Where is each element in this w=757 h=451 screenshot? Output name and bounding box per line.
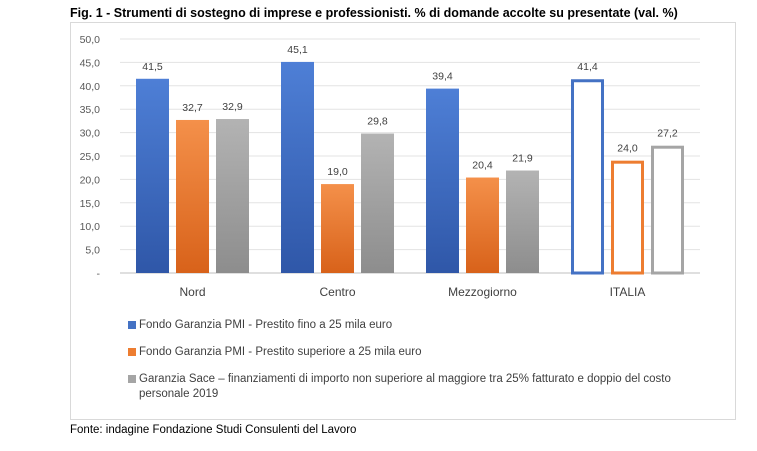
x-tick-label: Mezzogiorno	[448, 285, 517, 299]
legend-item-fondo-superiore-25: Fondo Garanzia PMI - Prestito superiore …	[128, 345, 718, 360]
legend-swatch-gray	[128, 375, 136, 383]
y-tick-label: 5,0	[85, 245, 100, 257]
bar-chart: - 5,0 10,0 15,0 20,0 25,0 30,0 35,0 40,0 45,0 50,0…	[80, 34, 700, 299]
bar-outline	[651, 145, 684, 275]
legend-label: Fondo Garanzia PMI - Prestito superiore …	[139, 346, 422, 358]
y-axis-ticks: - 5,0 10,0 15,0 20,0 25,0 30,0 35,0 40,0 45,0 50,0	[80, 34, 101, 280]
y-tick-label: 25,0	[80, 151, 101, 163]
data-label: 39,4	[432, 71, 453, 83]
legend-label: Garanzia Sace – finanziamenti di importo…	[139, 373, 671, 400]
source-note: Fonte: indagine Fondazione Studi Consule…	[70, 424, 357, 436]
bar	[136, 78, 169, 273]
data-label: 24,0	[617, 143, 638, 155]
data-label: 32,7	[182, 102, 203, 114]
data-labels: 41,5 32,7 32,9 45,1 19,0 29,8 39,4 20,4 21,9 41,4…	[142, 44, 678, 178]
bar	[176, 119, 209, 274]
data-label: 21,9	[512, 153, 533, 165]
chart-title: Fig. 1 - Strumenti di sostegno di impres…	[70, 6, 678, 20]
legend-swatch-blue	[128, 321, 136, 329]
data-label: 41,5	[142, 61, 163, 73]
bar	[281, 61, 314, 273]
y-tick-label: 15,0	[80, 198, 101, 210]
data-label: 19,0	[327, 166, 348, 178]
y-tick-label: 10,0	[80, 221, 101, 233]
x-tick-label: ITALIA	[610, 285, 646, 299]
legend-label: Fondo Garanzia PMI - Prestito fino a 25 …	[139, 319, 393, 331]
data-label: 20,4	[472, 160, 493, 172]
bar	[321, 184, 354, 273]
y-tick-label: 50,0	[80, 34, 101, 46]
y-tick-label: 40,0	[80, 81, 101, 93]
bar	[506, 170, 539, 273]
bar	[426, 88, 459, 273]
y-tick-label: 30,0	[80, 128, 101, 140]
data-label: 29,8	[367, 116, 388, 128]
bar	[216, 119, 249, 273]
bars	[136, 61, 684, 275]
data-label: 32,9	[222, 101, 243, 113]
legend-item-fondo-fino-25: Fondo Garanzia PMI - Prestito fino a 25 …	[128, 318, 718, 333]
data-label: 41,4	[577, 61, 598, 73]
chart-frame	[70, 22, 736, 420]
y-tick-label: -	[97, 268, 101, 280]
x-axis-ticks: Nord Centro Mezzogiorno ITALIA	[179, 285, 645, 299]
bar	[466, 177, 499, 273]
x-tick-label: Nord	[179, 285, 205, 299]
bar	[361, 133, 394, 273]
y-tick-label: 20,0	[80, 174, 101, 186]
legend-item-garanzia-sace: Garanzia Sace – finanziamenti di importo…	[128, 372, 718, 402]
legend-swatch-orange	[128, 348, 136, 356]
data-label: 27,2	[657, 128, 678, 140]
x-tick-label: Centro	[319, 285, 355, 299]
y-tick-label: 45,0	[80, 57, 101, 69]
bar-outline	[571, 79, 604, 275]
bar-outline	[611, 160, 644, 275]
data-label: 45,1	[287, 44, 308, 56]
chart-legend: Fondo Garanzia PMI - Prestito fino a 25 …	[128, 318, 718, 414]
y-tick-label: 35,0	[80, 104, 101, 116]
